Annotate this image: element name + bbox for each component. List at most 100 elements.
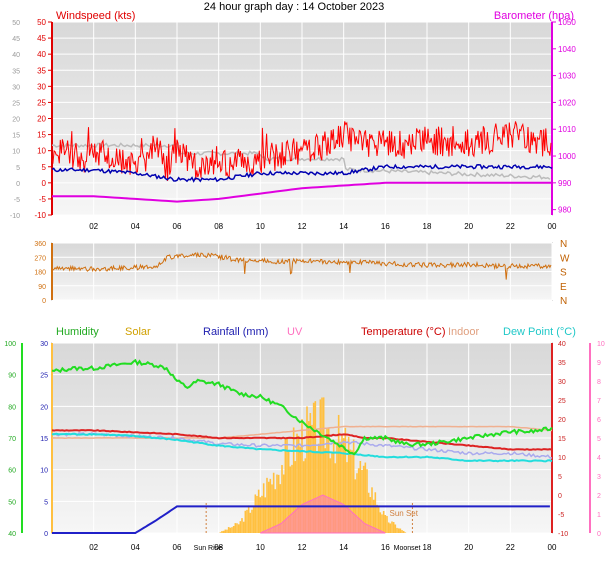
aux-y-tick-label: -10 — [10, 213, 20, 220]
legend-temperature: Temperature (°C) — [361, 326, 445, 338]
wind-y-tick-label: 35 — [37, 66, 46, 75]
x-tick-label-bottom: 06 — [173, 543, 182, 552]
x-tick-label-bottom: 08 — [214, 543, 223, 552]
temp-y-tick-label: 25 — [558, 398, 566, 405]
wind-y-tick-label: -10 — [34, 211, 46, 220]
x-tick-label-top: 04 — [131, 222, 140, 231]
x-tick-label-top: 12 — [298, 222, 307, 231]
baro-y-tick-label: 980 — [558, 206, 572, 215]
wind-y-tick-label: 15 — [37, 131, 46, 140]
humidity-y-tick-label: 50 — [8, 499, 16, 506]
plot-group: 0202040406060808101012121414161618182020… — [4, 18, 605, 552]
humidity-line — [51, 358, 553, 456]
temp-y-tick-label: 15 — [558, 436, 566, 443]
x-tick-label-bottom: 18 — [423, 543, 432, 552]
uv-area — [260, 494, 386, 534]
baro-line — [52, 181, 552, 203]
baro-y-tick-label: 1000 — [558, 152, 576, 161]
aux-y-tick-label: 5 — [16, 165, 20, 172]
x-tick-label-bottom: 20 — [464, 543, 473, 552]
x-tick-label-bottom: 12 — [298, 543, 307, 552]
x-tick-label-top: 02 — [89, 222, 98, 231]
baro-y-tick-label: 1050 — [558, 18, 576, 27]
dir-y-tick-label: 270 — [34, 255, 46, 262]
wind-y-tick-label: 0 — [42, 179, 47, 188]
moonset-label: Moonset — [394, 545, 421, 552]
x-tick-label-top: 16 — [381, 222, 390, 231]
x-tick-label-top: 06 — [173, 222, 182, 231]
x-tick-label-bottom: 04 — [131, 543, 140, 552]
aux-y-tick-label: 0 — [16, 181, 20, 188]
temp-y-tick-label: -5 — [558, 512, 564, 519]
dir-compass-label: N — [560, 239, 567, 250]
humidity-y-tick-label: 100 — [4, 341, 16, 348]
x-tick-label-bottom: 14 — [339, 543, 348, 552]
wind-average-line — [51, 163, 553, 183]
uv-y-tick-label: 2 — [597, 493, 601, 500]
x-tick-label-top: 10 — [256, 222, 265, 231]
x-tick-label-top: 22 — [506, 222, 515, 231]
temp-y-tick-label: 10 — [558, 455, 566, 462]
solar-y-tick-label: 30 — [40, 341, 48, 348]
aux-y-tick-label: 40 — [12, 52, 20, 59]
gust-line — [51, 121, 552, 182]
aux-y-tick-label: 30 — [12, 84, 20, 91]
uv-y-tick-label: 1 — [597, 512, 601, 519]
baro-y-tick-label: 1040 — [558, 45, 576, 54]
aux-y-tick-label: 25 — [12, 100, 20, 107]
humidity-y-tick-label: 80 — [8, 404, 16, 411]
aux-y-tick-label: 10 — [12, 149, 20, 156]
dir-y-tick-label: 90 — [38, 284, 46, 291]
aux-y-tick-label: 50 — [12, 20, 20, 27]
temperature-line — [51, 429, 553, 451]
dewpoint-line — [51, 432, 553, 463]
x-tick-label-top: 08 — [214, 222, 223, 231]
dir-y-tick-label: 0 — [42, 298, 46, 305]
baro-previous-line — [51, 142, 551, 180]
uv-y-tick-label: 9 — [597, 360, 601, 367]
aux-y-tick-label: 35 — [12, 68, 20, 75]
temp-y-tick-label: 40 — [558, 341, 566, 348]
uv-y-tick-label: 8 — [597, 379, 601, 386]
aux-y-tick-label: -5 — [14, 197, 20, 204]
solar-y-tick-label: 10 — [40, 468, 48, 475]
wind-axis-label: Windspeed (kts) — [56, 10, 135, 22]
indoor-line — [51, 425, 553, 439]
wind-direction-line — [51, 251, 552, 280]
uv-y-tick-label: 7 — [597, 398, 601, 405]
humidity-y-tick-label: 60 — [8, 468, 16, 475]
aux-y-tick-label: 15 — [12, 133, 20, 140]
baro-axis-label: Barometer (hpa) — [494, 10, 574, 22]
solar-y-tick-label: 25 — [40, 373, 48, 380]
temp-y-tick-label: 20 — [558, 417, 566, 424]
solar-y-tick-label: 5 — [44, 499, 48, 506]
baro-y-tick-label: 1030 — [558, 72, 576, 81]
aux-y-tick-label: 20 — [12, 117, 20, 124]
rainfall-line — [52, 505, 550, 534]
temp-y-tick-label: 0 — [558, 493, 562, 500]
uv-y-tick-label: 3 — [597, 474, 601, 481]
legend-indoor: Indoor — [448, 326, 480, 338]
baro-y-tick-label: 1010 — [558, 125, 576, 134]
uv-y-tick-label: 10 — [597, 341, 605, 348]
x-tick-label-bottom: 22 — [506, 543, 515, 552]
legend-humidity: Humidity — [56, 326, 99, 338]
wind-y-tick-label: -5 — [39, 195, 47, 204]
wind-y-tick-label: 45 — [37, 34, 46, 43]
baro-y-tick-label: 1020 — [558, 98, 576, 107]
dir-compass-label: N — [560, 296, 567, 307]
legend-rainfall: Rainfall (mm) — [203, 326, 268, 338]
solar-y-tick-label: 20 — [40, 404, 48, 411]
solar-y-tick-label: 15 — [40, 436, 48, 443]
legend-dewpoint: Dew Point (°C) — [503, 326, 576, 338]
wind-y-tick-label: 10 — [37, 147, 46, 156]
sunset-label: Sun Set — [390, 509, 419, 518]
wind-y-tick-label: 30 — [37, 82, 46, 91]
x-tick-label-bottom: 00 — [548, 543, 557, 552]
dir-y-tick-label: 180 — [34, 270, 46, 277]
uv-y-tick-label: 5 — [597, 436, 601, 443]
dir-y-tick-label: 360 — [34, 241, 46, 248]
baro-y-tick-label: 990 — [558, 179, 572, 188]
solar-y-tick-label: 0 — [44, 531, 48, 538]
x-tick-label-bottom: 10 — [256, 543, 265, 552]
